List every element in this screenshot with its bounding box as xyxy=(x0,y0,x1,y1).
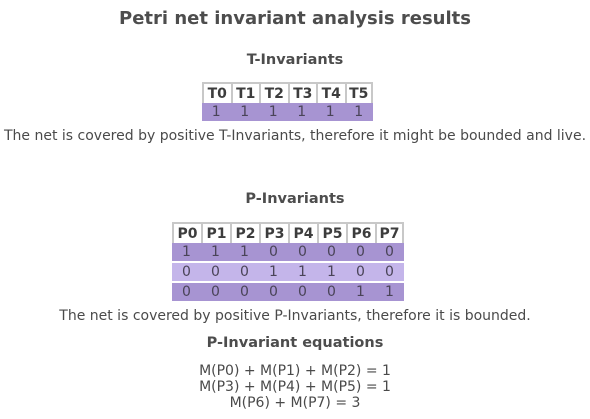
column-header: P7 xyxy=(375,222,404,243)
invariant-cell: 1 xyxy=(375,283,404,301)
invariant-cell: 0 xyxy=(201,283,230,301)
p-equation: M(P3) + M(P4) + M(P5) = 1 xyxy=(0,379,590,395)
t-invariants-note: The net is covered by positive T-Invaria… xyxy=(0,127,590,146)
invariant-cell: 1 xyxy=(259,263,288,281)
column-header: T3 xyxy=(288,82,317,103)
p-equation: M(P6) + M(P7) = 3 xyxy=(0,395,590,411)
invariant-cell: 1 xyxy=(345,103,374,121)
invariant-cell: 1 xyxy=(346,283,375,301)
p-invariants-heading: P-Invariants xyxy=(0,191,590,207)
invariant-cell: 0 xyxy=(230,283,259,301)
column-header: T0 xyxy=(202,82,231,103)
p-equation: M(P0) + M(P1) + M(P2) = 1 xyxy=(0,363,590,379)
t-invariants-header-row: T0 T1 T2 T3 T4 T5 xyxy=(202,82,373,103)
column-header: P5 xyxy=(317,222,346,243)
invariant-cell: 1 xyxy=(288,263,317,281)
invariant-cell: 0 xyxy=(288,283,317,301)
page-title: Petri net invariant analysis results xyxy=(0,8,590,29)
invariant-cell: 0 xyxy=(317,283,346,301)
column-header: P1 xyxy=(201,222,230,243)
invariant-cell: 1 xyxy=(259,103,288,121)
invariant-cell: 0 xyxy=(172,263,201,281)
invariant-cell: 0 xyxy=(288,243,317,261)
invariant-cell: 0 xyxy=(172,283,201,301)
invariant-cell: 0 xyxy=(230,263,259,281)
column-header: P4 xyxy=(288,222,317,243)
invariant-cell: 1 xyxy=(201,243,230,261)
invariant-cell: 1 xyxy=(231,103,260,121)
column-header: P6 xyxy=(346,222,375,243)
invariant-cell: 1 xyxy=(202,103,231,121)
invariant-cell: 0 xyxy=(375,243,404,261)
p-invariants-header-row: P0 P1 P2 P3 P4 P5 P6 P7 xyxy=(172,222,404,243)
invariant-cell: 1 xyxy=(230,243,259,261)
invariant-cell: 0 xyxy=(346,263,375,281)
column-header: T5 xyxy=(345,82,374,103)
invariant-cell: 1 xyxy=(317,263,346,281)
column-header: T1 xyxy=(231,82,260,103)
invariant-cell: 0 xyxy=(375,263,404,281)
invariant-cell: 1 xyxy=(288,103,317,121)
invariant-cell: 0 xyxy=(259,243,288,261)
invariant-cell: 0 xyxy=(259,283,288,301)
p-equations-heading: P-Invariant equations xyxy=(0,335,590,351)
p-equations-list: M(P0) + M(P1) + M(P2) = 1 M(P3) + M(P4) … xyxy=(0,363,590,411)
column-header: T2 xyxy=(259,82,288,103)
column-header: P0 xyxy=(172,222,201,243)
column-header: T4 xyxy=(316,82,345,103)
p-invariants-note: The net is covered by positive P-Invaria… xyxy=(0,307,590,326)
invariant-cell: 1 xyxy=(316,103,345,121)
invariant-cell: 0 xyxy=(346,243,375,261)
t-invariants-heading: T-Invariants xyxy=(0,52,590,68)
invariant-cell: 0 xyxy=(317,243,346,261)
column-header: P3 xyxy=(259,222,288,243)
invariant-cell: 1 xyxy=(172,243,201,261)
invariant-cell: 0 xyxy=(201,263,230,281)
column-header: P2 xyxy=(230,222,259,243)
